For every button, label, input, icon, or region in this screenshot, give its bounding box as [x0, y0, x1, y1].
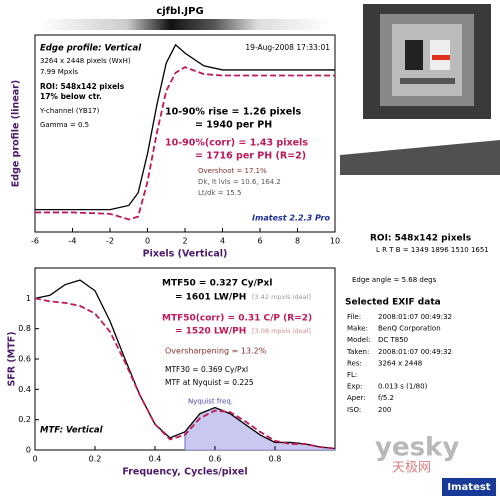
x-tick-label: 6 [257, 237, 262, 246]
exif-key: Taken: [346, 348, 369, 356]
y-tick-label: 0.4 [18, 385, 31, 394]
exif-key: Exp: [347, 383, 362, 391]
annotation: = 1520 LW/PH [175, 327, 246, 337]
exif-value: DC T850 [378, 336, 408, 344]
annotation: = 1716 per PH (R=2) [195, 151, 306, 162]
exif-key: Res: [347, 359, 362, 367]
lrtb-label: L R T B = 1349 1896 1510 1651 [376, 246, 489, 254]
nyquist-label: Nyquist freq. [188, 397, 233, 405]
y-tick-label: 0.8 [18, 324, 31, 333]
annotation: MTF50 = 0.327 Cy/Pxl [162, 279, 272, 289]
annotation: Y-channel (YB17) [39, 107, 100, 115]
edge-angle: Edge angle = 5.68 degs [352, 276, 437, 284]
exif-key: FL: [347, 371, 357, 379]
exif-value: f/5.2 [378, 394, 394, 402]
series-line [35, 43, 335, 211]
y-tick-label: 0.6 [18, 355, 31, 364]
annotation: = 1601 LW/PH [175, 293, 246, 303]
annotation: Gamma = 0.5 [40, 121, 89, 129]
x-tick-label: 2 [182, 237, 187, 246]
annotation: [3.42 mpxls ideal] [252, 293, 311, 301]
x-tick-label: 10 [330, 237, 340, 246]
annotation: 7.99 Mpxls [40, 68, 78, 76]
annotation: Lt/dk = 15.5 [198, 189, 241, 197]
x-axis-label: Frequency, Cycles/pixel [122, 467, 247, 478]
annotation: Overshoot = 17.1% [198, 167, 267, 175]
exif-key: Model: [347, 336, 370, 344]
x-tick-label: -2 [106, 237, 114, 246]
file-title: cjfbl.JPG [156, 6, 203, 17]
series-line [34, 297, 336, 450]
annotation: [3.08 mpxls ideal] [252, 327, 311, 335]
annotation: 17% below ctr. [40, 92, 102, 101]
watermark-cn: 天极网 [392, 461, 431, 476]
annotation: Dk, lt lvls = 10.6, 164.2 [198, 178, 281, 186]
annotation: = 1940 per PH [195, 120, 272, 131]
x-tick-label: 4 [220, 237, 225, 246]
y-tick-label: 0.2 [18, 415, 31, 424]
x-tick-label: 8 [295, 237, 300, 246]
annotation: MTF30 = 0.369 Cy/Pxl [165, 365, 248, 374]
chart-title: Edge profile: Vertical [40, 44, 142, 54]
y-axis-label: SFR (MTF) [7, 331, 18, 386]
exif-key: Make: [347, 325, 368, 333]
annotation: ROI: 548x142 pixels [40, 82, 125, 91]
watermark: yesky 天极网 Imatest [375, 433, 496, 496]
chart-date: 19-Aug-2008 17:33:01 [245, 43, 330, 52]
annotation: 10-90%(corr) = 1.43 pixels [165, 138, 308, 149]
x-tick-label: 0.2 [89, 455, 102, 464]
gradient-strip [40, 19, 330, 30]
watermark-site: yesky [375, 433, 459, 463]
series-line [35, 66, 335, 221]
exif-key: ISO: [347, 406, 361, 414]
annotation: Oversharpening = 13.2% [165, 347, 267, 356]
x-tick-label: -6 [31, 237, 39, 246]
watermark-logo: Imatest [447, 482, 490, 493]
y-tick-label: 0 [26, 446, 31, 455]
annotation: Imatest 2.2.3 Pro [252, 214, 330, 223]
annotation: MTF50(corr) = 0.31 C/P (R=2) [162, 314, 312, 324]
annotation: 10-90% rise = 1.26 pixels [165, 107, 301, 118]
plot-area [34, 267, 336, 451]
x-tick-label: 0.8 [269, 455, 282, 464]
chart-title: MTF: Vertical [40, 426, 104, 436]
y-axis-label: Edge profile (linear) [11, 80, 22, 187]
x-tick-label: -4 [69, 237, 77, 246]
exif-value: 3264 x 2448 [378, 359, 422, 367]
thumbnail [363, 4, 491, 119]
exif-key: File: [347, 313, 361, 321]
x-tick-label: 0 [32, 455, 37, 464]
exif-value: 2008:01:07 00:49:32 [378, 313, 452, 321]
edge-image [340, 135, 500, 175]
annotation: 3264 x 2448 pixels (WxH) [40, 57, 131, 65]
exif-key: Aper: [347, 394, 366, 402]
y-tick-label: 1 [26, 294, 31, 303]
x-axis-label: Pixels (Vertical) [143, 249, 228, 260]
x-tick-label: 0.6 [209, 455, 222, 464]
exif-value: 200 [378, 406, 391, 414]
exif-title: Selected EXIF data [345, 298, 441, 308]
exif-value: 2008:01:07 00:49:32 [378, 348, 452, 356]
x-tick-label: 0.4 [149, 455, 162, 464]
x-tick-label: 0 [145, 237, 150, 246]
roi-label: ROI: 548x142 pixels [370, 234, 471, 244]
annotation: MTF at Nyquist = 0.225 [165, 378, 254, 387]
exif-value: 0.013 s (1/80) [378, 383, 428, 391]
exif-value: BenQ Corporation [378, 325, 441, 333]
